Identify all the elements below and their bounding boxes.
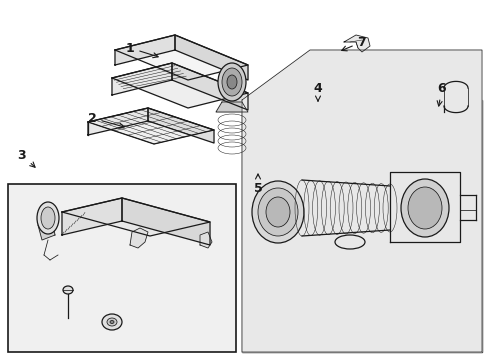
Ellipse shape [222,68,242,96]
Polygon shape [242,50,481,352]
Ellipse shape [102,314,122,330]
Polygon shape [130,228,148,248]
Ellipse shape [63,286,73,294]
Ellipse shape [37,202,59,234]
Polygon shape [115,35,175,65]
Ellipse shape [407,187,441,229]
Polygon shape [172,63,247,110]
Ellipse shape [107,318,117,326]
Ellipse shape [226,75,237,89]
Polygon shape [88,108,214,144]
Ellipse shape [258,188,297,236]
Ellipse shape [110,320,114,324]
Ellipse shape [400,179,448,237]
Ellipse shape [218,63,245,101]
Polygon shape [62,198,209,236]
Text: 1: 1 [125,41,158,58]
Polygon shape [38,220,55,240]
Polygon shape [343,35,369,52]
Polygon shape [122,198,209,245]
Text: 6: 6 [436,81,446,106]
Text: 5: 5 [253,174,262,194]
Polygon shape [216,102,247,112]
Polygon shape [175,35,247,80]
Polygon shape [148,108,214,143]
FancyBboxPatch shape [8,184,236,352]
Polygon shape [62,198,122,235]
Polygon shape [88,108,148,135]
Polygon shape [112,63,247,108]
Text: 4: 4 [313,81,322,101]
Polygon shape [115,35,247,80]
FancyBboxPatch shape [242,100,481,352]
Ellipse shape [41,207,55,229]
Text: 3: 3 [18,149,35,167]
Ellipse shape [251,181,304,243]
Polygon shape [389,172,459,242]
Text: 7: 7 [341,36,366,51]
Ellipse shape [265,197,289,227]
Polygon shape [200,232,212,248]
Polygon shape [112,63,172,95]
Text: 2: 2 [87,112,124,128]
